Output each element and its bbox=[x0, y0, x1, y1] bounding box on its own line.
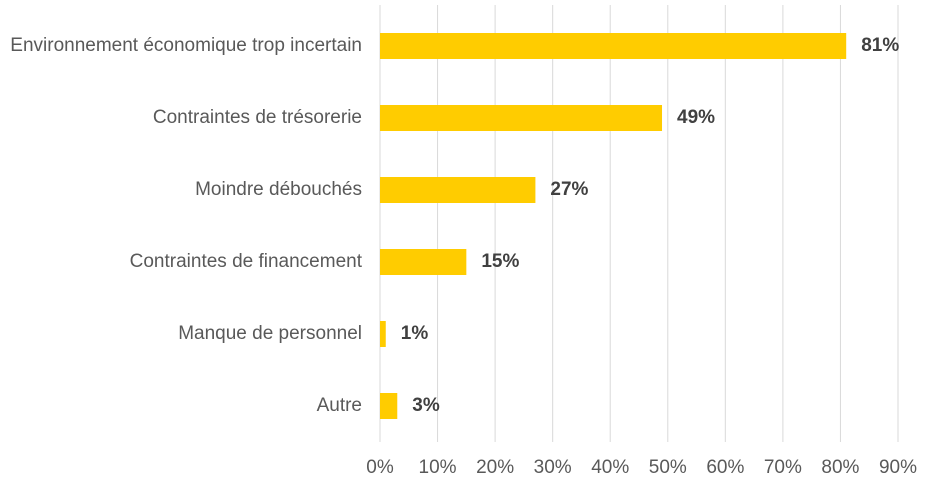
x-tick-label: 70% bbox=[764, 457, 802, 478]
bar bbox=[380, 249, 467, 275]
x-tick-label: 30% bbox=[534, 457, 572, 478]
category-label: Manque de personnel bbox=[178, 323, 362, 344]
value-label: 27% bbox=[550, 179, 588, 200]
x-tick-label: 0% bbox=[366, 457, 394, 478]
category-label: Moindre débouchés bbox=[195, 179, 362, 200]
bar bbox=[380, 177, 536, 203]
x-tick-label: 50% bbox=[649, 457, 687, 478]
category-label: Environnement économique trop incertain bbox=[10, 35, 362, 56]
value-label: 3% bbox=[412, 395, 440, 416]
category-label: Contraintes de trésorerie bbox=[152, 107, 362, 128]
x-tick-label: 20% bbox=[476, 457, 514, 478]
bar bbox=[380, 393, 398, 419]
bar bbox=[380, 105, 663, 131]
x-tick-label: 40% bbox=[591, 457, 629, 478]
category-label: Autre bbox=[316, 395, 362, 416]
x-tick-label: 60% bbox=[706, 457, 744, 478]
bar bbox=[380, 321, 386, 347]
value-label: 81% bbox=[861, 35, 899, 56]
category-label: Contraintes de financement bbox=[129, 251, 362, 272]
bar bbox=[380, 33, 847, 59]
value-label: 49% bbox=[677, 107, 715, 128]
value-label: 15% bbox=[481, 251, 519, 272]
x-tick-label: 80% bbox=[821, 457, 859, 478]
value-label: 1% bbox=[401, 323, 429, 344]
x-tick-label: 90% bbox=[879, 457, 917, 478]
x-tick-label: 10% bbox=[419, 457, 457, 478]
